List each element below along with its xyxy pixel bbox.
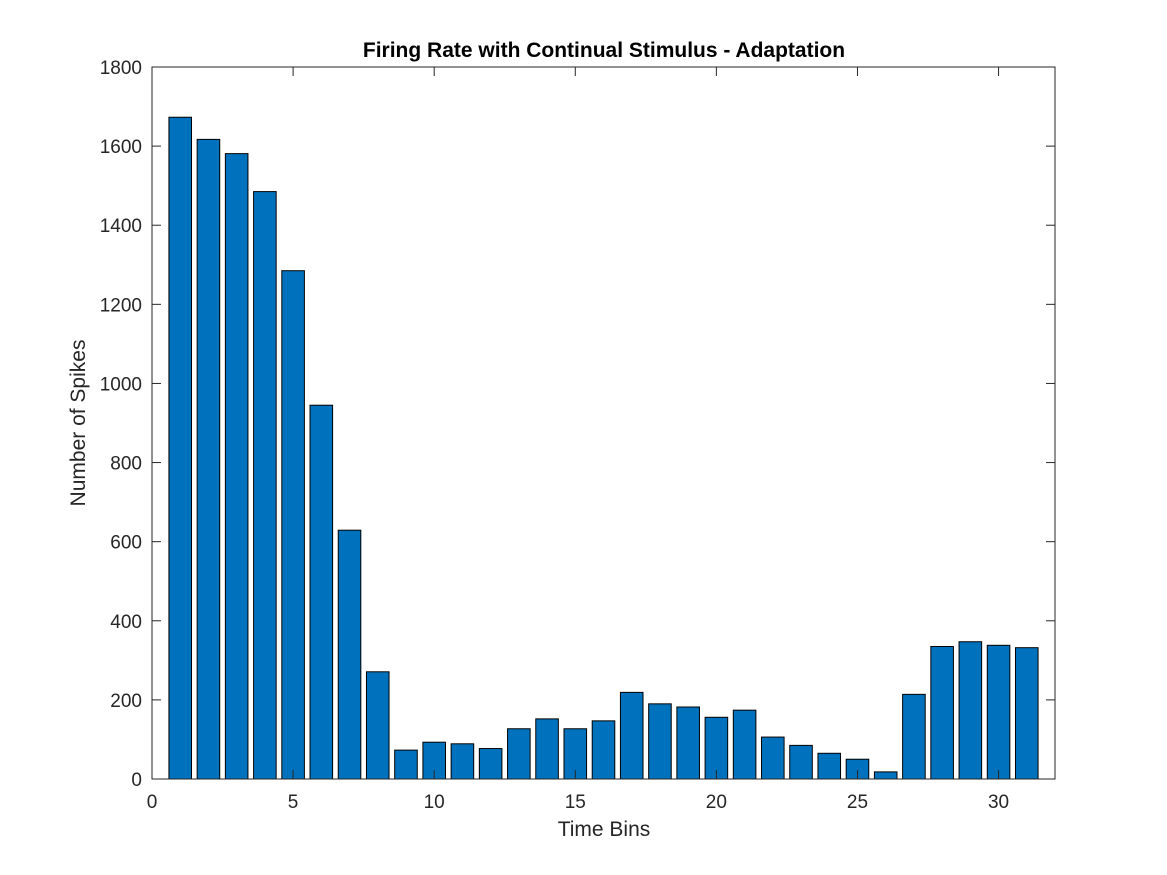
- bar-bin-31: [1014, 647, 1039, 780]
- plot-area-frame: [151, 66, 1056, 780]
- bars-group: [168, 116, 1039, 780]
- bar-bin-17: [619, 691, 644, 780]
- bar-bin-12: [478, 748, 503, 780]
- bar-bin-8: [365, 671, 390, 780]
- bar-bin-19: [676, 706, 700, 780]
- y-tick-label-1000: 1000: [100, 374, 142, 395]
- ticks-group: 0 5 10 15 20 25 30 0 200 400 600 800 1000 1200 1400 160…: [100, 58, 1055, 813]
- x-tick-label-5: 5: [288, 792, 299, 813]
- bar-bin-28: [930, 645, 954, 780]
- bar-bin-13: [507, 728, 531, 780]
- bar-bin-18: [648, 703, 672, 780]
- x-tick-label-0: 0: [147, 792, 158, 813]
- bar-bin-1: [168, 116, 193, 780]
- y-tick-label-1400: 1400: [100, 216, 142, 237]
- bar-bin-26: [873, 771, 898, 780]
- y-tick-label-1800: 1800: [100, 58, 142, 79]
- chart-title: Firing Rate with Continual Stimulus - Ad…: [363, 39, 845, 62]
- bar-bin-3: [224, 153, 249, 780]
- bar-bin-4: [253, 191, 277, 780]
- y-tick-label-1200: 1200: [100, 295, 142, 316]
- bar-bin-21: [732, 709, 757, 780]
- x-tick-label-15: 15: [565, 792, 586, 813]
- y-tick-label-0: 0: [131, 770, 142, 791]
- bar-bin-30: [986, 644, 1011, 780]
- x-axis-label: Time Bins: [558, 818, 651, 841]
- x-tick-label-30: 30: [988, 792, 1009, 813]
- bar-bin-20: [704, 716, 729, 780]
- y-tick-label-1600: 1600: [100, 137, 142, 158]
- x-tick-label-20: 20: [706, 792, 727, 813]
- bar-bin-23: [789, 744, 813, 780]
- bar-bin-7: [337, 529, 362, 780]
- bar-bin-16: [591, 720, 616, 780]
- y-tick-label-400: 400: [110, 612, 142, 633]
- bar-bin-22: [761, 736, 785, 780]
- x-tick-label-25: 25: [847, 792, 868, 813]
- bar-bin-5: [281, 270, 305, 780]
- y-tick-label-800: 800: [110, 454, 142, 475]
- y-axis-label: Number of Spikes: [67, 340, 90, 507]
- bar-bin-29: [958, 641, 983, 780]
- y-tick-label-200: 200: [110, 691, 142, 712]
- x-tick-label-10: 10: [424, 792, 445, 813]
- bar-bin-6: [309, 404, 334, 780]
- bar-bin-2: [196, 138, 221, 780]
- bar-bin-11: [450, 743, 475, 780]
- bar-bin-9: [394, 749, 418, 780]
- bar-bin-14: [535, 718, 559, 780]
- bar-bin-27: [902, 693, 926, 780]
- y-tick-label-600: 600: [110, 533, 142, 554]
- bar-bin-24: [817, 752, 842, 780]
